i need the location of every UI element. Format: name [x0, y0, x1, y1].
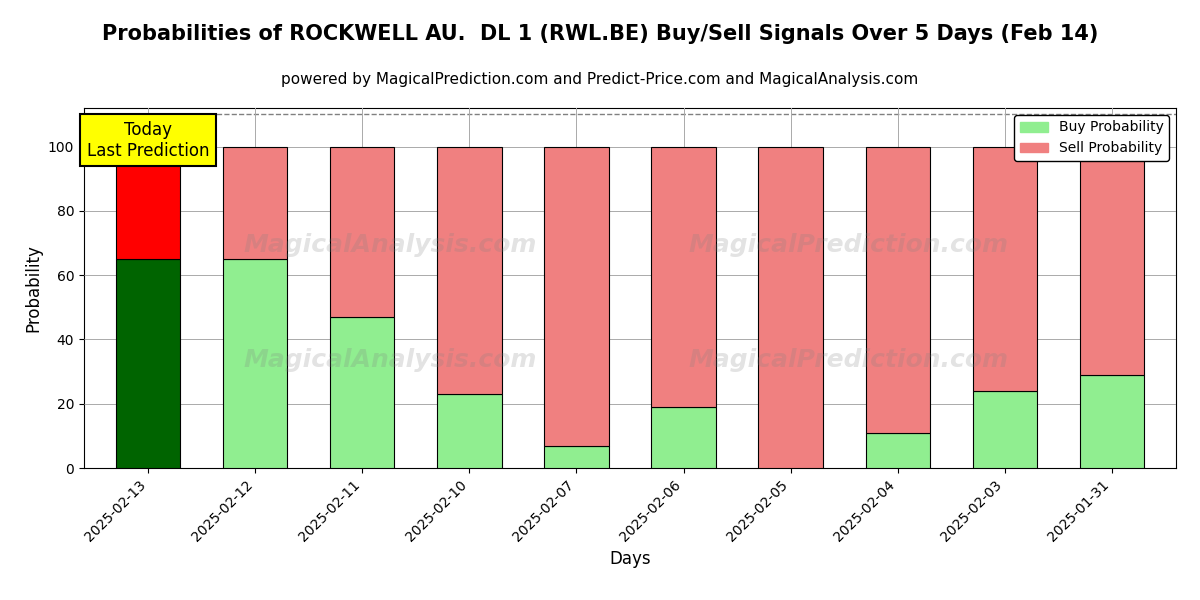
Legend: Buy Probability, Sell Probability: Buy Probability, Sell Probability — [1014, 115, 1169, 161]
Bar — [1080, 146, 1144, 375]
Text: powered by MagicalPrediction.com and Predict-Price.com and MagicalAnalysis.com: powered by MagicalPrediction.com and Pre… — [281, 72, 919, 87]
Bar — [545, 445, 608, 468]
Bar — [972, 391, 1037, 468]
Text: MagicalAnalysis.com: MagicalAnalysis.com — [244, 233, 536, 257]
X-axis label: Days: Days — [610, 550, 650, 568]
Bar — [223, 146, 288, 259]
Text: MagicalPrediction.com: MagicalPrediction.com — [689, 233, 1008, 257]
Bar — [116, 259, 180, 468]
Bar — [437, 146, 502, 394]
Text: MagicalPrediction.com: MagicalPrediction.com — [689, 348, 1008, 372]
Text: MagicalAnalysis.com: MagicalAnalysis.com — [244, 348, 536, 372]
Y-axis label: Probability: Probability — [24, 244, 42, 332]
Bar — [652, 146, 715, 407]
Bar — [437, 394, 502, 468]
Bar — [330, 146, 395, 317]
Bar — [1080, 375, 1144, 468]
Bar — [972, 146, 1037, 391]
Text: Probabilities of ROCKWELL AU.  DL 1 (RWL.BE) Buy/Sell Signals Over 5 Days (Feb 1: Probabilities of ROCKWELL AU. DL 1 (RWL.… — [102, 24, 1098, 44]
Bar — [223, 259, 288, 468]
Bar — [652, 407, 715, 468]
Bar — [116, 146, 180, 259]
Bar — [865, 433, 930, 468]
Bar — [758, 146, 823, 468]
Bar — [545, 146, 608, 445]
Text: Today
Last Prediction: Today Last Prediction — [86, 121, 210, 160]
Bar — [865, 146, 930, 433]
Bar — [330, 317, 395, 468]
